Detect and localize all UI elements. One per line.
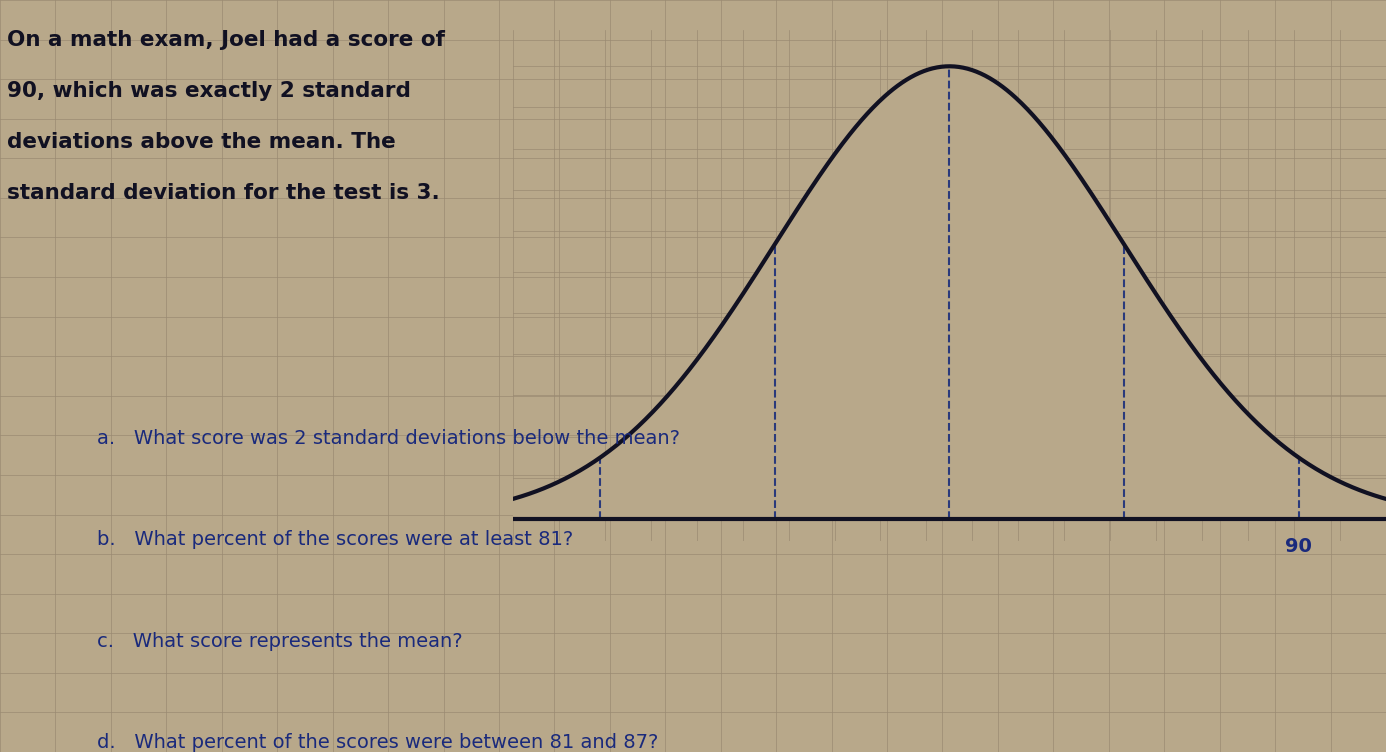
Text: c.   What score represents the mean?: c. What score represents the mean? (97, 632, 463, 650)
Text: b.   What percent of the scores were at least 81?: b. What percent of the scores were at le… (97, 530, 574, 549)
Text: standard deviation for the test is 3.: standard deviation for the test is 3. (7, 183, 439, 204)
Text: On a math exam, Joel had a score of: On a math exam, Joel had a score of (7, 30, 445, 50)
Text: 90, which was exactly 2 standard: 90, which was exactly 2 standard (7, 81, 410, 102)
Text: 90: 90 (1285, 537, 1313, 556)
Text: d.   What percent of the scores were between 81 and 87?: d. What percent of the scores were betwe… (97, 733, 658, 752)
Text: deviations above the mean. The: deviations above the mean. The (7, 132, 395, 153)
Text: a.   What score was 2 standard deviations below the mean?: a. What score was 2 standard deviations … (97, 429, 681, 447)
